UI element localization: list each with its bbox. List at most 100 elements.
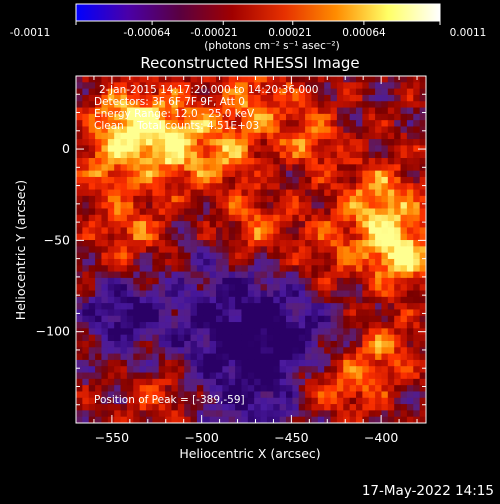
heatmap-cell <box>336 101 344 109</box>
heatmap-cell <box>266 82 274 90</box>
heatmap-cell <box>298 340 306 348</box>
heatmap-cell <box>95 252 102 260</box>
heatmap-cell <box>216 82 223 90</box>
heatmap-cell <box>82 183 90 191</box>
heatmap-cell <box>305 183 312 191</box>
heatmap-cell <box>146 410 153 418</box>
heatmap-cell <box>266 202 274 209</box>
heatmap-cell <box>235 246 242 254</box>
heatmap-cell <box>203 76 211 83</box>
heatmap-cell <box>298 233 306 241</box>
heatmap-cell <box>146 366 153 374</box>
heatmap-cell <box>362 328 370 336</box>
heatmap-cell <box>394 385 402 392</box>
heatmap-cell <box>177 378 185 386</box>
heatmap-cell <box>343 353 351 361</box>
heatmap-cell <box>305 107 312 115</box>
heatmap-cell <box>165 309 172 317</box>
heatmap-cell <box>381 101 389 109</box>
heatmap-cell <box>336 315 344 323</box>
heatmap-cell <box>139 145 147 153</box>
heatmap-cell <box>184 353 192 361</box>
heatmap-cell <box>273 347 281 355</box>
heatmap-cell <box>286 202 293 209</box>
heatmap-cell <box>362 189 370 197</box>
heatmap-cell <box>171 107 179 115</box>
heatmap-cell <box>375 340 382 348</box>
heatmap-cell <box>222 265 230 273</box>
heatmap-cell <box>133 258 141 266</box>
heatmap-cell <box>133 202 141 209</box>
heatmap-cell <box>311 227 319 235</box>
heatmap-cell <box>356 372 363 380</box>
heatmap-cell <box>235 88 242 96</box>
heatmap-cell <box>311 404 319 411</box>
heatmap-cell <box>146 347 153 355</box>
heatmap-cell <box>107 101 115 109</box>
heatmap-cell <box>343 88 351 96</box>
heatmap-cell <box>196 309 204 317</box>
heatmap-cell <box>196 158 204 165</box>
heatmap-cell <box>400 158 408 165</box>
heatmap-cell <box>298 290 306 298</box>
heatmap-cell <box>133 252 141 260</box>
heatmap-cell <box>419 120 427 127</box>
heatmap-cell <box>76 139 83 146</box>
heatmap-cell <box>209 416 217 424</box>
heatmap-cell <box>158 151 166 159</box>
heatmap-cell <box>76 183 83 191</box>
heatmap-cell <box>88 107 96 115</box>
heatmap-cell <box>286 113 293 121</box>
heatmap-cell <box>336 309 344 317</box>
heatmap-cell <box>362 240 370 247</box>
heatmap-cell <box>317 113 325 121</box>
heatmap-cell <box>114 132 122 140</box>
heatmap-cell <box>133 221 141 228</box>
heatmap-cell <box>254 378 262 386</box>
heatmap-cell <box>146 176 153 184</box>
heatmap-cell <box>349 120 357 127</box>
heatmap-cell <box>247 195 255 203</box>
heatmap-cell <box>95 284 102 292</box>
heatmap-cell <box>152 410 160 418</box>
heatmap-cell <box>88 353 96 361</box>
heatmap-cell <box>279 101 287 109</box>
heatmap-cell <box>241 322 249 329</box>
heatmap-cell <box>222 391 230 399</box>
heatmap-cell <box>343 82 351 90</box>
heatmap-cell <box>298 139 306 146</box>
heatmap-cell <box>406 385 414 392</box>
heatmap-cell <box>222 208 230 216</box>
heatmap-cell <box>381 176 389 184</box>
heatmap-cell <box>139 176 147 184</box>
heatmap-cell <box>362 378 370 386</box>
heatmap-cell <box>165 385 172 392</box>
heatmap-cell <box>387 113 395 121</box>
heatmap-cell <box>368 126 376 134</box>
heatmap-cell <box>171 303 179 310</box>
heatmap-cell <box>413 240 421 247</box>
heatmap-cell <box>419 189 427 197</box>
heatmap-cell <box>107 145 115 153</box>
heatmap-cell <box>311 309 319 317</box>
heatmap-cell <box>235 176 242 184</box>
heatmap-cell <box>216 233 223 241</box>
heatmap-cell <box>260 340 268 348</box>
heatmap-cell <box>203 366 211 374</box>
heatmap-cell <box>317 240 325 247</box>
heatmap-cell <box>165 107 172 115</box>
heatmap-cell <box>419 88 427 96</box>
heatmap-cell <box>114 82 122 90</box>
heatmap-cell <box>171 315 179 323</box>
heatmap-cell <box>394 176 402 184</box>
heatmap-cell <box>95 113 102 121</box>
heatmap-cell <box>101 284 109 292</box>
heatmap-cell <box>387 359 395 367</box>
heatmap-cell <box>324 126 332 134</box>
heatmap-cell <box>184 359 192 367</box>
heatmap-cell <box>133 189 141 197</box>
heatmap-cell <box>330 410 338 418</box>
heatmap-cell <box>375 145 382 153</box>
heatmap-cell <box>292 246 300 254</box>
heatmap-cell <box>292 290 300 298</box>
